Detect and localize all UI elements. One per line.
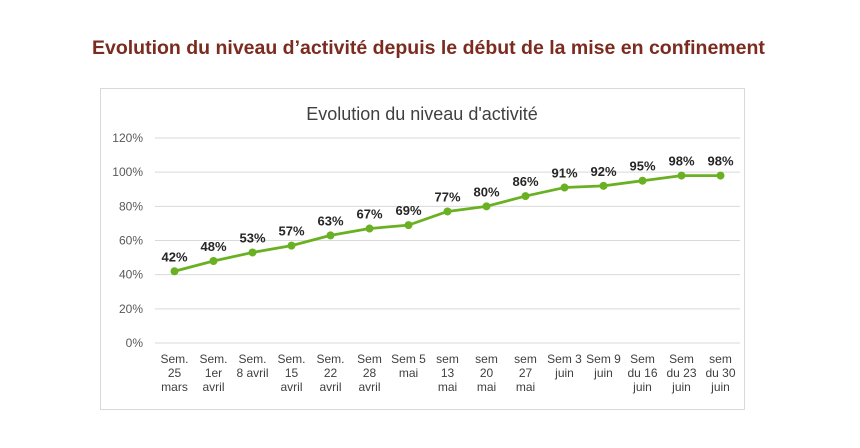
x-tick-label: sem 13 mai: [436, 352, 459, 394]
y-axis-ticks: 0% 20% 40% 60% 80% 100% 120%: [112, 131, 143, 350]
data-label: 63%: [317, 213, 343, 228]
data-labels: 42% 48% 53% 57% 63% 67% 69% 77% 80% 86% 91% 92% 95% 9…: [161, 154, 733, 265]
data-point: [326, 231, 335, 240]
x-tick-label: Sem. 8 avril: [236, 352, 268, 380]
data-point: [560, 183, 569, 192]
chart-title: Evolution du niveau d'activité: [306, 104, 538, 124]
data-label: 69%: [395, 203, 421, 218]
x-tick-label: Sem 9 juin: [586, 352, 621, 380]
data-point: [365, 224, 374, 233]
data-label: 57%: [278, 224, 304, 239]
x-tick-label: Sem. 15 avril: [277, 352, 305, 394]
data-label: 67%: [356, 207, 382, 222]
data-label: 80%: [473, 184, 499, 199]
x-tick-label: sem 20 mai: [475, 352, 498, 394]
data-point: [248, 248, 257, 257]
data-label: 53%: [239, 230, 265, 245]
x-tick-label: Sem 28 avril: [357, 352, 382, 394]
data-point: [599, 181, 608, 190]
data-label: 95%: [629, 159, 655, 174]
data-label: 91%: [551, 166, 577, 181]
x-tick-label: Sem. 25 mars: [160, 352, 188, 394]
x-tick-label: Sem. 1er avril: [199, 352, 227, 394]
activity-line-chart: Evolution du niveau d'activité 0% 20% 40% 6…: [112, 104, 740, 394]
data-point: [638, 176, 647, 185]
y-tick-label: 100%: [112, 165, 143, 179]
data-label: 42%: [161, 249, 187, 264]
document-heading: Evolution du niveau d’activité depuis le…: [92, 37, 765, 59]
data-point: [287, 241, 296, 250]
data-point: [521, 192, 530, 201]
y-tick-label: 40%: [119, 268, 143, 282]
x-tick-label: sem 27 mai: [514, 352, 537, 394]
y-tick-label: 20%: [119, 302, 143, 316]
x-tick-label: Sem 3 juin: [547, 352, 582, 380]
x-tick-label: Sem du 16 juin: [627, 352, 657, 394]
data-label: 98%: [707, 154, 733, 169]
y-tick-label: 80%: [119, 199, 143, 213]
x-tick-label: Sem du 23 juin: [666, 352, 696, 394]
data-point: [404, 221, 413, 230]
x-tick-label: sem du 30 juin: [705, 352, 735, 394]
data-point: [209, 257, 218, 265]
data-point: [443, 207, 452, 216]
data-point: [482, 202, 491, 211]
data-label: 77%: [434, 189, 460, 204]
y-tick-label: 120%: [112, 131, 143, 145]
x-tick-label: Sem 5 mai: [391, 352, 426, 380]
data-point: [716, 171, 725, 180]
chart-frame: [100, 88, 745, 410]
x-tick-label: Sem. 22 avril: [316, 352, 344, 394]
data-label: 48%: [200, 239, 226, 254]
gridlines: [155, 137, 740, 344]
data-label: 86%: [512, 174, 538, 189]
data-point: [677, 171, 686, 180]
y-tick-label: 60%: [119, 234, 143, 248]
data-point: [170, 267, 179, 276]
y-tick-label: 0%: [126, 336, 144, 350]
data-label: 92%: [590, 164, 616, 179]
x-axis-ticks: Sem. 25 mars Sem. 1er avril Sem. 8 avril Sem. 15 a…: [160, 352, 735, 394]
data-points: [170, 171, 725, 276]
data-label: 98%: [668, 154, 694, 169]
